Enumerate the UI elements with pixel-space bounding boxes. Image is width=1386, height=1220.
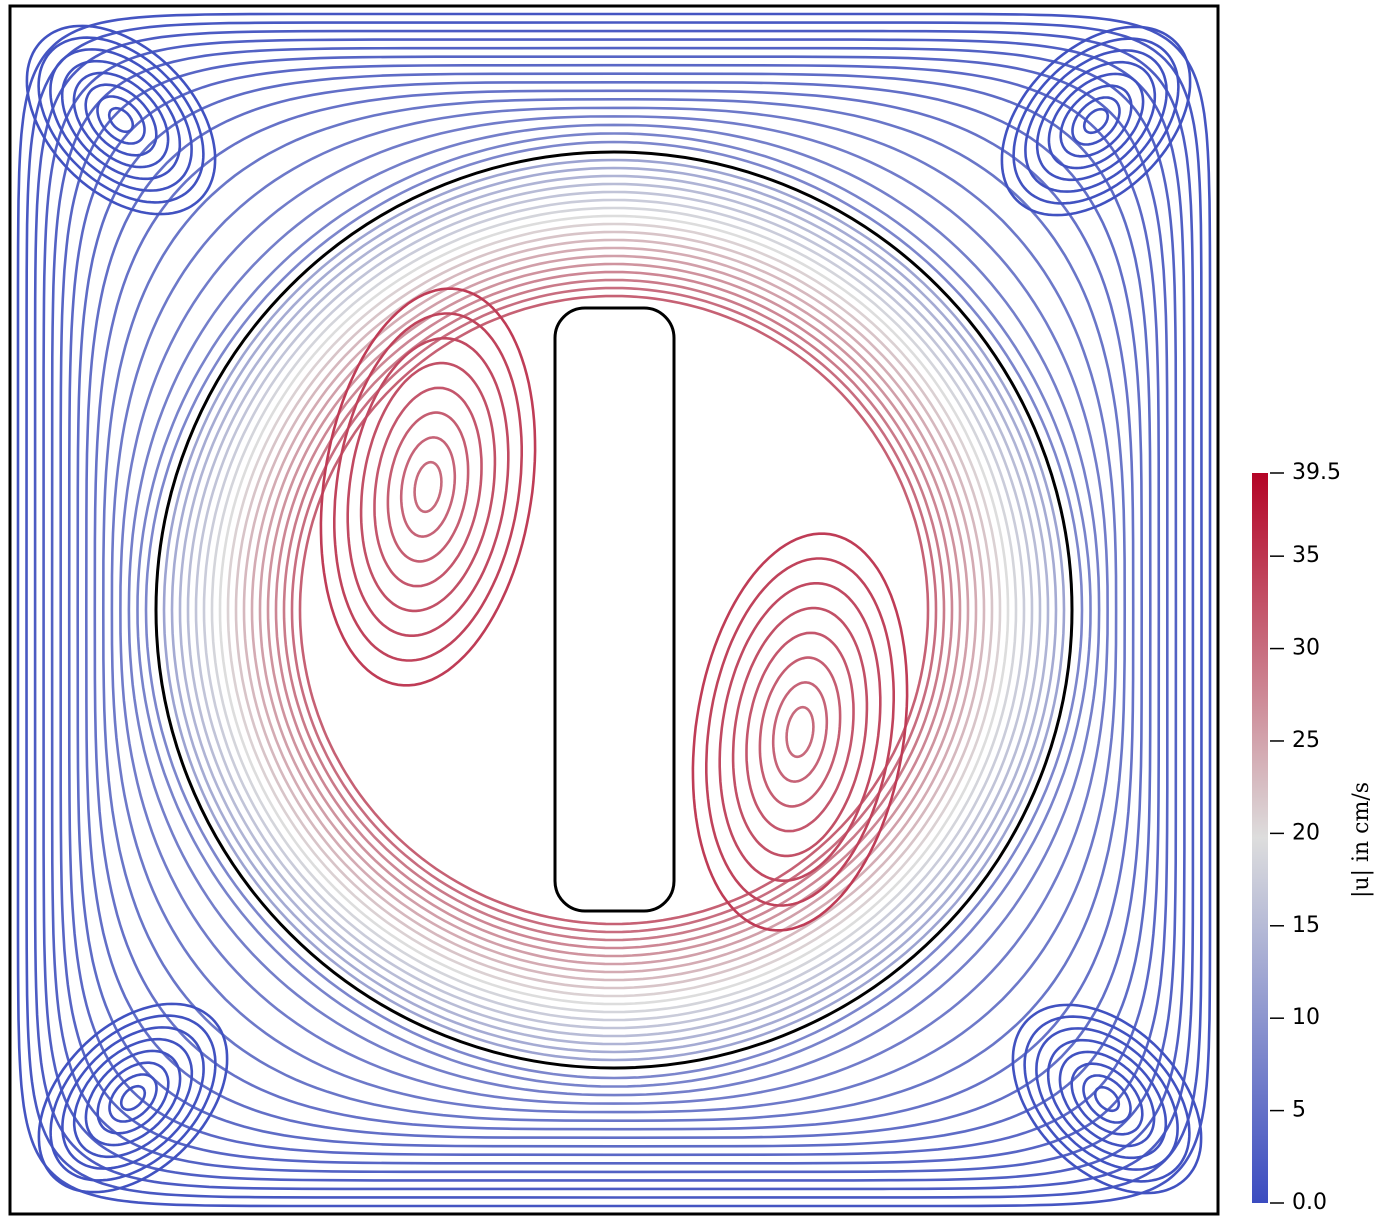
streamline xyxy=(119,1084,147,1112)
streamline xyxy=(202,198,1026,1022)
streamline xyxy=(242,238,986,982)
streamline xyxy=(42,38,1186,1182)
streamline xyxy=(319,287,537,687)
streamline xyxy=(37,36,205,204)
streamline xyxy=(250,246,978,974)
streamline xyxy=(72,1037,194,1159)
streamline xyxy=(84,1049,182,1147)
streamline xyxy=(67,63,1161,1157)
streamline xyxy=(60,59,182,181)
streamlines xyxy=(16,12,1212,1208)
streamline xyxy=(136,132,1092,1088)
streamline xyxy=(1070,1062,1144,1136)
cylinder-boundary xyxy=(154,150,1074,1070)
streamline xyxy=(758,656,842,808)
colorbar-tick-label: 10 xyxy=(1292,1005,1320,1030)
streamline xyxy=(691,532,909,932)
streamline xyxy=(1024,49,1168,193)
streamline xyxy=(413,460,443,514)
colorbar-label: |u| in cm/s xyxy=(1349,782,1374,898)
streamline xyxy=(101,97,1127,1123)
streamline xyxy=(333,312,523,662)
streamline xyxy=(1046,1038,1168,1160)
streamline xyxy=(705,557,895,907)
streamline xyxy=(76,72,1152,1148)
streamline xyxy=(745,631,855,833)
streamline xyxy=(1058,1050,1156,1148)
colorbar-tick-label: 0.0 xyxy=(1292,1190,1327,1215)
streamline xyxy=(37,1002,229,1194)
streamline xyxy=(119,115,1109,1105)
streamline xyxy=(282,278,946,942)
streamline xyxy=(96,1061,170,1135)
colorbar-tick-label: 15 xyxy=(1292,913,1320,938)
streamline xyxy=(731,606,869,858)
colorbar-tick-label: 30 xyxy=(1292,636,1320,661)
streamline xyxy=(162,158,1066,1062)
streamline xyxy=(1082,107,1110,135)
colorbar xyxy=(1252,473,1268,1203)
streamline xyxy=(785,705,815,759)
streamline xyxy=(290,286,938,934)
streamline xyxy=(1071,96,1121,146)
streamline xyxy=(359,361,497,613)
colorbar-tick-label: 35 xyxy=(1292,543,1320,568)
streamline xyxy=(1059,84,1133,158)
streamline xyxy=(386,411,470,563)
streamline xyxy=(718,582,882,882)
streamline xyxy=(61,1026,205,1170)
streamline xyxy=(218,214,1010,1006)
domain-boundary xyxy=(8,4,1220,1216)
streamline xyxy=(1035,60,1157,182)
streamline xyxy=(274,270,954,950)
streamline xyxy=(258,254,970,966)
streamline xyxy=(226,222,1002,998)
streamline xyxy=(178,174,1050,1046)
streamline xyxy=(771,681,829,783)
streamline xyxy=(72,71,170,169)
streamline xyxy=(1093,1085,1121,1113)
streamline xyxy=(1035,1027,1179,1171)
colorbar-tick-label: 20 xyxy=(1292,820,1320,845)
streamline xyxy=(110,106,1118,1114)
streamline xyxy=(144,140,1084,1080)
streamline xyxy=(234,230,994,990)
streamline xyxy=(84,83,158,157)
streamline xyxy=(25,24,217,216)
streamline xyxy=(127,123,1101,1097)
streamline xyxy=(107,106,135,134)
streamline xyxy=(346,337,510,637)
streamline xyxy=(1023,1015,1191,1183)
streamline xyxy=(399,436,457,538)
streamline xyxy=(1047,72,1145,170)
streamline xyxy=(1000,25,1192,217)
streamline xyxy=(373,386,483,588)
streamline xyxy=(210,206,1018,1014)
streamline xyxy=(33,29,1195,1191)
streamline xyxy=(108,1073,158,1123)
streamline xyxy=(186,182,1042,1038)
streamline xyxy=(1011,1003,1203,1195)
streamline xyxy=(93,89,1135,1131)
colorbar-tick-label: 39.5 xyxy=(1292,460,1341,485)
streamline xyxy=(50,46,1178,1174)
streamline xyxy=(194,190,1034,1030)
streamline xyxy=(298,294,930,926)
streamline xyxy=(1012,37,1180,205)
rod xyxy=(553,306,676,913)
streamline xyxy=(1082,1074,1132,1124)
streamline xyxy=(49,48,193,192)
colorbar-tick-label: 5 xyxy=(1292,1098,1306,1123)
streamline xyxy=(49,1014,217,1182)
streamline xyxy=(266,262,962,958)
colorbar-tick-label: 25 xyxy=(1292,728,1320,753)
streamline xyxy=(84,80,1144,1140)
streamline xyxy=(170,166,1058,1054)
streamline xyxy=(96,95,146,145)
